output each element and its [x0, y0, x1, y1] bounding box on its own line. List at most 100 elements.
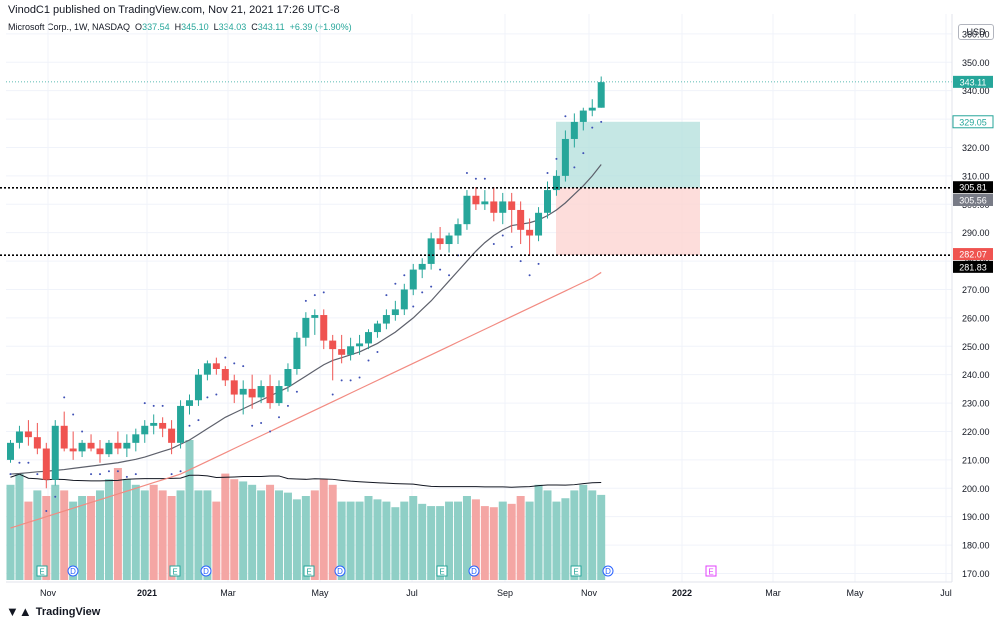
volume-bar: [337, 501, 346, 580]
price-tick-label: 180.00: [962, 541, 990, 551]
dividend-marker-label: D: [203, 567, 209, 576]
sar-dot: [36, 473, 39, 476]
price-tick-label: 250.00: [962, 342, 990, 352]
candle-body: [365, 332, 372, 344]
candle-body: [266, 386, 274, 404]
volume-bar: [104, 479, 113, 580]
sar-dot: [18, 461, 21, 464]
dividend-marker-label: D: [605, 567, 611, 576]
sar-dot: [295, 390, 298, 393]
stop-price-label-bg: [953, 248, 993, 261]
volume-bar: [239, 481, 248, 580]
sar-dot: [448, 274, 451, 277]
candle-body: [114, 442, 122, 449]
volume-bar: [462, 496, 471, 580]
volume-bar: [194, 490, 203, 580]
symbol-name[interactable]: Microsoft Corp., 1W, NASDAQ: [8, 22, 131, 32]
stop2-price-label-bg: [953, 260, 993, 273]
sar-dot: [376, 350, 379, 353]
sar-dot: [492, 243, 495, 246]
volume-bars: [6, 440, 606, 580]
time-tick-label: Nov: [40, 588, 57, 598]
earnings-marker: [705, 565, 717, 577]
sar-dot: [474, 177, 477, 180]
candle-body: [472, 195, 480, 205]
candle-body: [7, 442, 14, 460]
candle-body: [320, 315, 328, 341]
sar-dot: [537, 262, 540, 265]
earnings-marker: [303, 565, 315, 577]
candle-body: [230, 380, 238, 395]
candle-body: [221, 369, 229, 381]
candle-body: [418, 263, 426, 270]
price-tick-label: 240.00: [962, 370, 990, 380]
volume-bar: [436, 506, 445, 580]
sar-dot: [304, 299, 307, 302]
candle-body: [400, 289, 408, 310]
volume-bar: [525, 501, 534, 580]
price-tick-label: 360.00: [962, 29, 990, 39]
entry-price-label-bg: [953, 181, 993, 194]
candle-body: [588, 107, 596, 111]
sar-dot: [439, 268, 442, 271]
earnings-marker-label: E: [573, 568, 578, 577]
currency-button[interactable]: USD: [958, 24, 994, 40]
price-tick-label: 290.00: [962, 228, 990, 238]
volume-bar: [445, 501, 454, 580]
candle-body: [33, 437, 41, 449]
sar-dot: [188, 424, 191, 427]
price-tick-label: 220.00: [962, 427, 990, 437]
sar-dot: [286, 404, 289, 407]
time-tick-label: Sep: [497, 588, 513, 598]
time-tick-label: Jul: [940, 588, 952, 598]
candle-body: [69, 448, 77, 452]
price-tick-label: 350.00: [962, 58, 990, 68]
target-price-label-bg: [952, 115, 994, 129]
volume-bar: [391, 507, 400, 580]
candle-body: [526, 229, 534, 236]
sar-dot: [45, 510, 48, 512]
sar-dot: [483, 177, 486, 180]
sar-dot: [367, 359, 370, 362]
volume-bar: [382, 501, 391, 580]
time-axis[interactable]: Nov 2021 Mar May Jul Sep Nov 2022 Mar May Jul: [6, 581, 952, 598]
volume-bar: [579, 484, 588, 580]
volume-bar: [561, 498, 570, 580]
tradingview-logo[interactable]: ▼▲ TradingView: [6, 604, 100, 619]
volume-bar: [283, 492, 292, 580]
candle-body: [87, 442, 95, 449]
sar-dot: [412, 305, 415, 308]
sar-dot: [72, 413, 75, 416]
price-axis[interactable]: 170.00 180.00 190.00 200.00 210.00 220.00 230.…: [951, 14, 994, 582]
sar-dot: [465, 172, 468, 175]
volume-bar: [552, 501, 561, 580]
candle-body: [275, 386, 283, 404]
candle-body: [78, 442, 86, 452]
symbol-legend: Microsoft Corp., 1W, NASDAQ O337.54 H345…: [8, 22, 352, 32]
volume-bar: [33, 490, 42, 580]
price-tick-label: 260.00: [962, 313, 990, 323]
volume-bar: [60, 490, 69, 580]
sar-dot: [143, 402, 146, 405]
sar-dot: [313, 294, 316, 297]
earnings-marker-label: E: [708, 568, 713, 577]
price-tick-label: 230.00: [962, 399, 990, 409]
candle-body: [454, 224, 462, 236]
volume-bar: [149, 484, 158, 580]
volume-bar: [185, 440, 194, 580]
volume-bar: [275, 490, 283, 580]
candle-body: [159, 422, 167, 429]
sar-dot: [134, 473, 137, 476]
candle-body: [24, 431, 32, 438]
sar-dot: [152, 404, 155, 407]
high-label: H: [174, 22, 182, 32]
earnings-marker-label: E: [439, 568, 444, 577]
candle-body: [248, 388, 256, 398]
sar-dot: [179, 470, 182, 473]
sar-dot: [90, 473, 93, 476]
sar-dot: [403, 274, 406, 277]
volume-bar: [167, 496, 176, 580]
sar-dot: [54, 495, 57, 498]
sar-dot: [573, 166, 576, 169]
